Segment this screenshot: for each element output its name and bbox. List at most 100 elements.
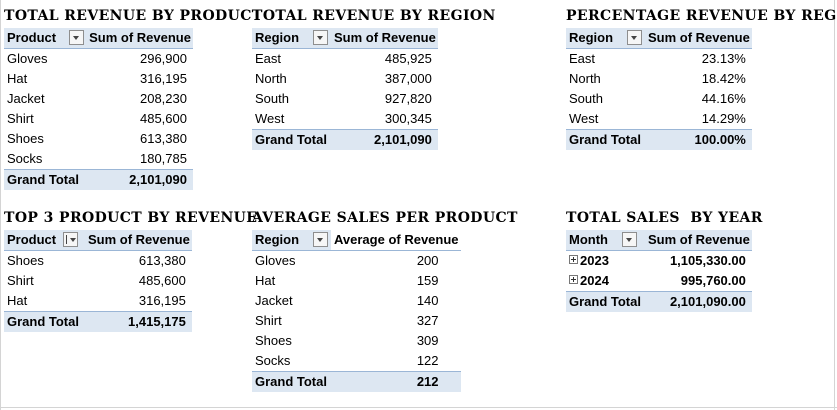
row-value[interactable]: 485,925 (384, 51, 432, 66)
row-value[interactable]: 1,105,330.00 (669, 253, 746, 268)
row-value[interactable]: 327 (416, 313, 439, 328)
table-row[interactable]: Gloves 200 (252, 251, 461, 272)
grand-total-value[interactable]: 2,101,090 (331, 129, 438, 150)
row-label[interactable]: Jacket (7, 91, 45, 106)
filter-dropdown-icon[interactable] (313, 232, 329, 247)
table-row[interactable]: Socks 180,785 (4, 149, 193, 170)
row-value[interactable]: 44.16% (701, 91, 746, 106)
value-header[interactable]: Sum of Revenue (331, 28, 438, 49)
row-value[interactable]: 300,345 (384, 111, 432, 126)
grand-total-label[interactable]: Grand Total (252, 371, 331, 392)
row-label[interactable]: North (569, 71, 601, 86)
row-label[interactable]: Socks (7, 151, 43, 166)
table-row[interactable]: 2024 995,760.00 (566, 271, 752, 292)
row-label[interactable]: East (569, 51, 596, 66)
grand-total-value[interactable]: 212 (331, 371, 461, 392)
row-label[interactable]: East (255, 51, 282, 66)
grand-total-row[interactable]: Grand Total 2,101,090 (252, 129, 438, 150)
grand-total-label[interactable]: Grand Total (566, 129, 645, 150)
row-value[interactable]: 485,600 (138, 273, 186, 288)
row-label[interactable]: Gloves (255, 253, 296, 268)
row-value[interactable]: 23.13% (701, 51, 746, 66)
grand-total-row[interactable]: Grand Total 1,415,175 (4, 311, 192, 332)
expand-plus-icon[interactable] (569, 275, 578, 284)
grand-total-row[interactable]: Grand Total 212 (252, 371, 461, 392)
grand-total-row[interactable]: Grand Total 2,101,090.00 (566, 291, 752, 312)
row-value[interactable]: 200 (416, 253, 439, 268)
row-label-cell[interactable]: 2023 (566, 251, 645, 272)
row-label[interactable]: North (255, 71, 287, 86)
table-row[interactable]: Jacket 208,230 (4, 89, 193, 109)
row-value[interactable]: 296,900 (139, 51, 187, 66)
table-row[interactable]: Shoes 309 (252, 331, 461, 351)
row-label[interactable]: Shirt (7, 273, 34, 288)
row-label[interactable]: South (255, 91, 289, 106)
table-row[interactable]: Jacket 140 (252, 291, 461, 311)
row-value[interactable]: 208,230 (139, 91, 187, 106)
row-label[interactable]: Gloves (7, 51, 48, 66)
row-value[interactable]: 309 (416, 333, 439, 348)
row-label-header[interactable]: Region (252, 230, 331, 251)
value-header[interactable]: Sum of Revenue (645, 28, 752, 49)
row-label[interactable]: West (569, 111, 599, 126)
table-row[interactable]: Hat 159 (252, 271, 461, 291)
table-row[interactable]: Shirt 485,600 (4, 109, 193, 129)
row-label[interactable]: Shoes (255, 333, 292, 348)
row-label[interactable]: Shoes (7, 253, 44, 268)
table-row[interactable]: Socks 122 (252, 351, 461, 372)
row-label[interactable]: Hat (7, 71, 28, 86)
row-value[interactable]: 18.42% (701, 71, 746, 86)
grand-total-label[interactable]: Grand Total (252, 129, 331, 150)
table-row[interactable]: 2023 1,105,330.00 (566, 251, 752, 272)
row-label[interactable]: Shirt (7, 111, 34, 126)
grand-total-label[interactable]: Grand Total (4, 311, 85, 332)
value-header[interactable]: Sum of Revenue (85, 230, 192, 251)
row-value[interactable]: 613,380 (138, 253, 186, 268)
filter-dropdown-icon[interactable] (313, 30, 329, 45)
table-row[interactable]: Shoes 613,380 (4, 129, 193, 149)
table-row[interactable]: Shoes 613,380 (4, 251, 192, 272)
table-row[interactable]: West 14.29% (566, 109, 752, 130)
row-value[interactable]: 316,195 (138, 293, 186, 308)
filter-dropdown-icon[interactable] (69, 30, 85, 45)
row-value[interactable]: 180,785 (139, 151, 187, 166)
row-label[interactable]: Shoes (7, 131, 44, 146)
grand-total-value[interactable]: 2,101,090.00 (645, 291, 752, 312)
row-label[interactable]: South (569, 91, 603, 106)
value-header[interactable]: Average of Revenue (331, 230, 461, 251)
row-value[interactable]: 14.29% (701, 111, 746, 126)
table-row[interactable]: North 387,000 (252, 69, 438, 89)
table-row[interactable]: Hat 316,195 (4, 69, 193, 89)
row-value[interactable]: 316,195 (139, 71, 187, 86)
grand-total-row[interactable]: Grand Total 100.00% (566, 129, 752, 150)
row-label-header[interactable]: Product (4, 230, 85, 251)
row-value[interactable]: 995,760.00 (680, 273, 746, 288)
expand-plus-icon[interactable] (569, 255, 578, 264)
table-row[interactable]: North 18.42% (566, 69, 752, 89)
sort-filter-active-icon[interactable] (63, 232, 79, 247)
row-label[interactable]: Hat (255, 273, 276, 288)
grand-total-value[interactable]: 2,101,090 (86, 169, 193, 190)
table-row[interactable]: Gloves 296,900 (4, 49, 193, 70)
row-value[interactable]: 927,820 (384, 91, 432, 106)
filter-dropdown-icon[interactable] (627, 30, 643, 45)
grand-total-row[interactable]: Grand Total 2,101,090 (4, 169, 193, 190)
row-value[interactable]: 387,000 (384, 71, 432, 86)
row-value[interactable]: 159 (416, 273, 439, 288)
table-row[interactable]: East 23.13% (566, 49, 752, 70)
grand-total-value[interactable]: 1,415,175 (85, 311, 192, 332)
value-header[interactable]: Sum of Revenue (645, 230, 752, 251)
row-label[interactable]: West (255, 111, 285, 126)
table-row[interactable]: West 300,345 (252, 109, 438, 130)
row-value[interactable]: 613,380 (139, 131, 187, 146)
table-row[interactable]: South 927,820 (252, 89, 438, 109)
grand-total-label[interactable]: Grand Total (566, 291, 645, 312)
row-value[interactable]: 485,600 (139, 111, 187, 126)
row-label-header[interactable]: Product (4, 28, 87, 49)
table-row[interactable]: Hat 316,195 (4, 291, 192, 312)
grand-total-value[interactable]: 100.00% (645, 129, 752, 150)
table-row[interactable]: Shirt 327 (252, 311, 461, 331)
row-value[interactable]: 140 (416, 293, 439, 308)
row-label[interactable]: Shirt (255, 313, 282, 328)
row-label[interactable]: Hat (7, 293, 28, 308)
